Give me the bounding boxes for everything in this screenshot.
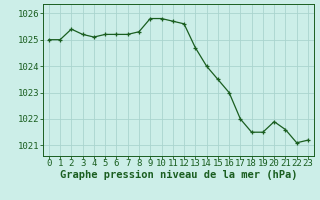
X-axis label: Graphe pression niveau de la mer (hPa): Graphe pression niveau de la mer (hPa) <box>60 170 297 180</box>
